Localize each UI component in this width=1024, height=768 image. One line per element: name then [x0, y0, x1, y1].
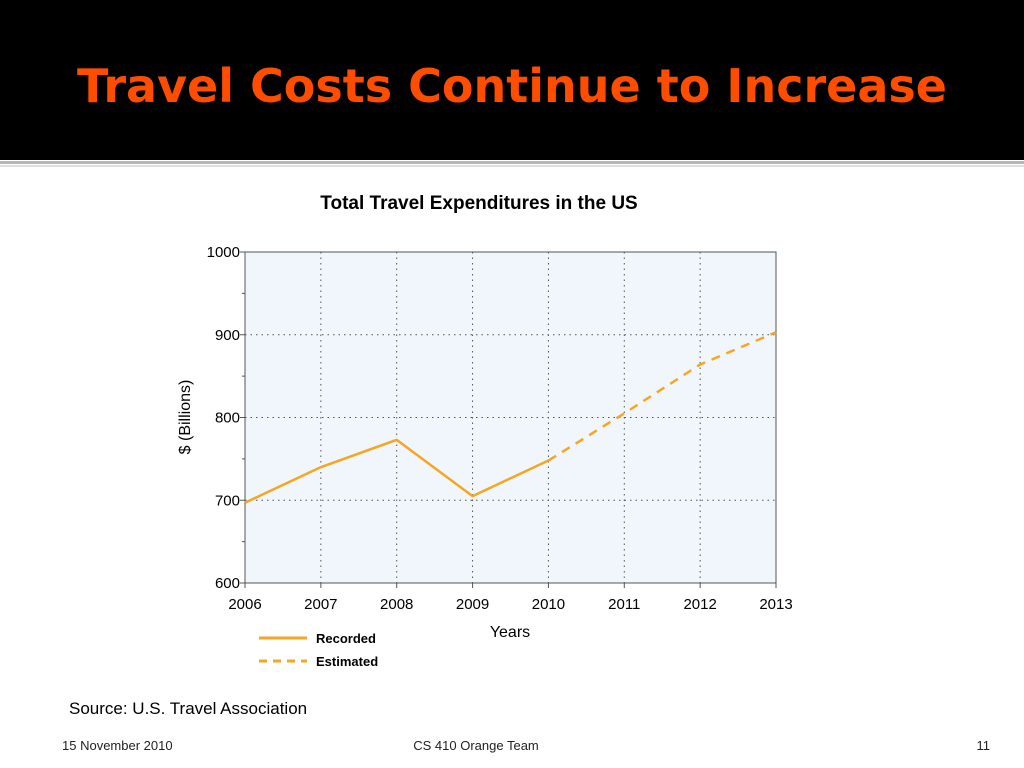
x-tick-label: 2010	[532, 596, 565, 613]
x-tick-label: 2007	[304, 596, 337, 613]
x-tick-labels: 2006 2007 2008 2009 2010 2011 2012 2013	[228, 596, 792, 613]
chart-legend: Recorded Estimated	[259, 631, 378, 669]
x-tick-label: 2009	[456, 596, 489, 613]
footer-team: CS 410 Orange Team	[413, 738, 539, 753]
series-lines	[244, 331, 777, 504]
divider-line	[0, 161, 1024, 164]
title-bar: Travel Costs Continue to Increase	[0, 0, 1024, 160]
axis-ticks	[240, 251, 777, 588]
divider-line-light	[0, 165, 1024, 167]
slide-title: Travel Costs Continue to Increase	[77, 59, 947, 113]
legend-label: Estimated	[316, 654, 378, 669]
source-note: Source: U.S. Travel Association	[69, 699, 308, 718]
x-tick-label: 2011	[608, 596, 640, 613]
y-tick-label: 700	[215, 492, 240, 509]
y-tick-label: 800	[215, 410, 240, 427]
y-tick-label: 1000	[207, 244, 240, 261]
y-tick-label: 900	[215, 327, 240, 344]
footer-date: 15 November 2010	[62, 738, 173, 753]
x-tick-label: 2008	[380, 596, 413, 613]
y-tick-label: 600	[215, 575, 240, 592]
grid-lines	[245, 252, 776, 583]
y-axis-label: $ (Billions)	[177, 380, 194, 455]
x-tick-label: 2013	[759, 596, 792, 613]
chart-title: Total Travel Expenditures in the US	[320, 193, 637, 214]
footer-page-number: 11	[976, 738, 991, 753]
x-tick-label: 2006	[228, 596, 261, 613]
x-axis-label: Years	[490, 624, 530, 641]
legend-label: Recorded	[316, 631, 376, 646]
x-tick-label: 2012	[683, 596, 716, 613]
y-tick-labels: 600 700 800 900 1000	[207, 244, 240, 592]
series-line-estimated	[547, 331, 777, 462]
